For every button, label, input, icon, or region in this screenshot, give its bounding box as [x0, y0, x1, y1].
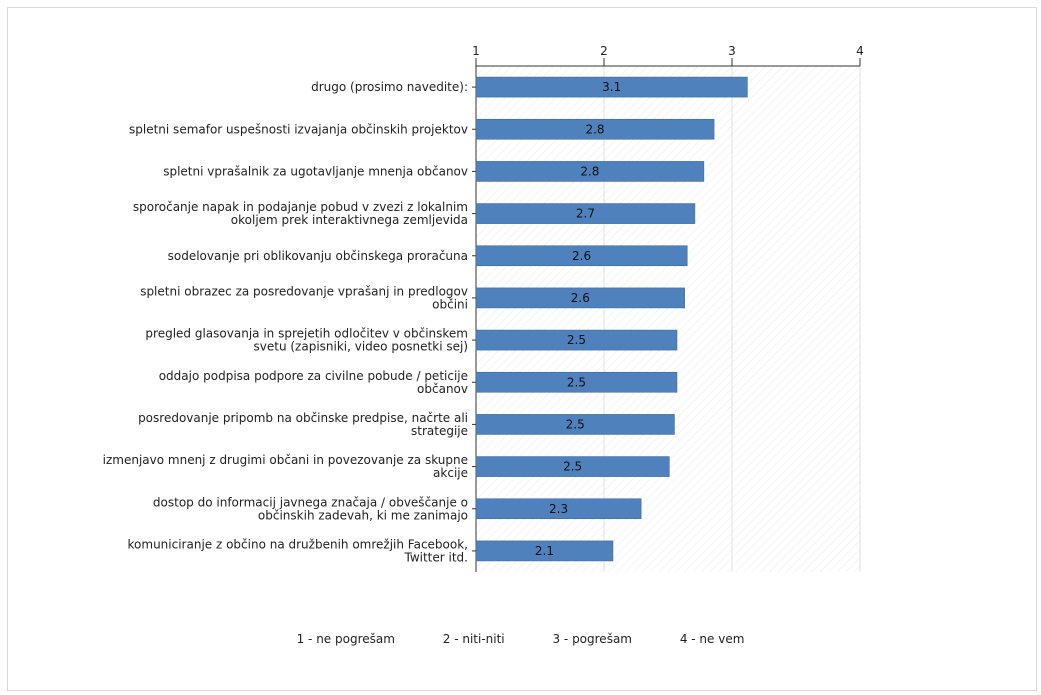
x-tick-label: 1 — [472, 44, 480, 58]
bar-value-label: 2.6 — [571, 291, 590, 305]
x-tick-label: 4 — [856, 44, 864, 58]
category-label: svetu (zapisniki, video posnetki sej) — [254, 340, 469, 354]
category-label: občini — [432, 297, 468, 311]
category-label: komuniciranje z občino na družbenih omre… — [128, 537, 468, 551]
category-label: občinskih zadevah, ki me zanimajo — [258, 508, 468, 522]
legend-item-2: 2 - niti-niti — [442, 632, 505, 646]
bar-chart: 1 2 3 4 3.1 drugo (prosimo navedite): 2.8 splet… — [103, 44, 864, 572]
legend-item-3: 3 - pogrešam — [552, 632, 632, 646]
category-label: dostop do informacij javnega značaja / o… — [153, 495, 468, 509]
category-label: spletni obrazec za posredovanje vprašanj… — [140, 284, 468, 298]
x-tick-label: 2 — [600, 44, 608, 58]
bar-value-label: 2.8 — [580, 164, 599, 178]
bar-value-label: 2.5 — [567, 333, 586, 347]
bar-value-label: 2.5 — [566, 417, 585, 431]
category-label: občanov — [417, 382, 468, 396]
bar-value-label: 2.7 — [576, 207, 595, 221]
bar-value-label: 2.8 — [585, 122, 604, 136]
legend-item-1: 1 - ne pogrešam — [296, 632, 395, 646]
category-label: spletni semafor uspešnosti izvajanja obč… — [129, 122, 468, 136]
plot-background — [476, 66, 860, 572]
category-label: sodelovanje pri oblikovanju občinskega p… — [168, 249, 468, 263]
category-label: akcije — [433, 466, 468, 480]
plot-area: 1 2 3 4 3.1 drugo (prosimo navedite): 2.8 splet… — [103, 44, 864, 572]
x-tick-label: 3 — [728, 44, 736, 58]
bar-value-label: 2.5 — [567, 375, 586, 389]
category-label: Twitter itd. — [403, 550, 468, 564]
category-label: pregled glasovanja in sprejetih odločite… — [145, 327, 468, 341]
category-label: sporočanje napak in podajanje pobud v zv… — [133, 200, 468, 214]
category-label: oddajo podpisa podpore za civilne pobude… — [159, 369, 468, 383]
category-label: drugo (prosimo navedite): — [311, 80, 468, 94]
bar-value-label: 2.3 — [549, 502, 568, 516]
legend-item-4: 4 - ne vem — [679, 632, 745, 646]
bar-value-label: 2.1 — [535, 544, 554, 558]
bar-value-label: 3.1 — [602, 80, 621, 94]
bar-value-label: 2.6 — [572, 249, 591, 263]
category-label: spletni vprašalnik za ugotavljanje mnenj… — [163, 164, 468, 178]
category-label: izmenjavo mnenj z drugimi občani in pove… — [103, 453, 468, 467]
legend: 1 - ne pogrešam 2 - niti-niti 3 - pogreš… — [0, 632, 1041, 646]
category-label: strategije — [411, 424, 468, 438]
category-label: posredovanje pripomb na občinske predpis… — [138, 411, 468, 425]
bar-value-label: 2.5 — [563, 460, 582, 474]
category-label: okoljem prek interaktivnega zemljevida — [231, 213, 468, 227]
